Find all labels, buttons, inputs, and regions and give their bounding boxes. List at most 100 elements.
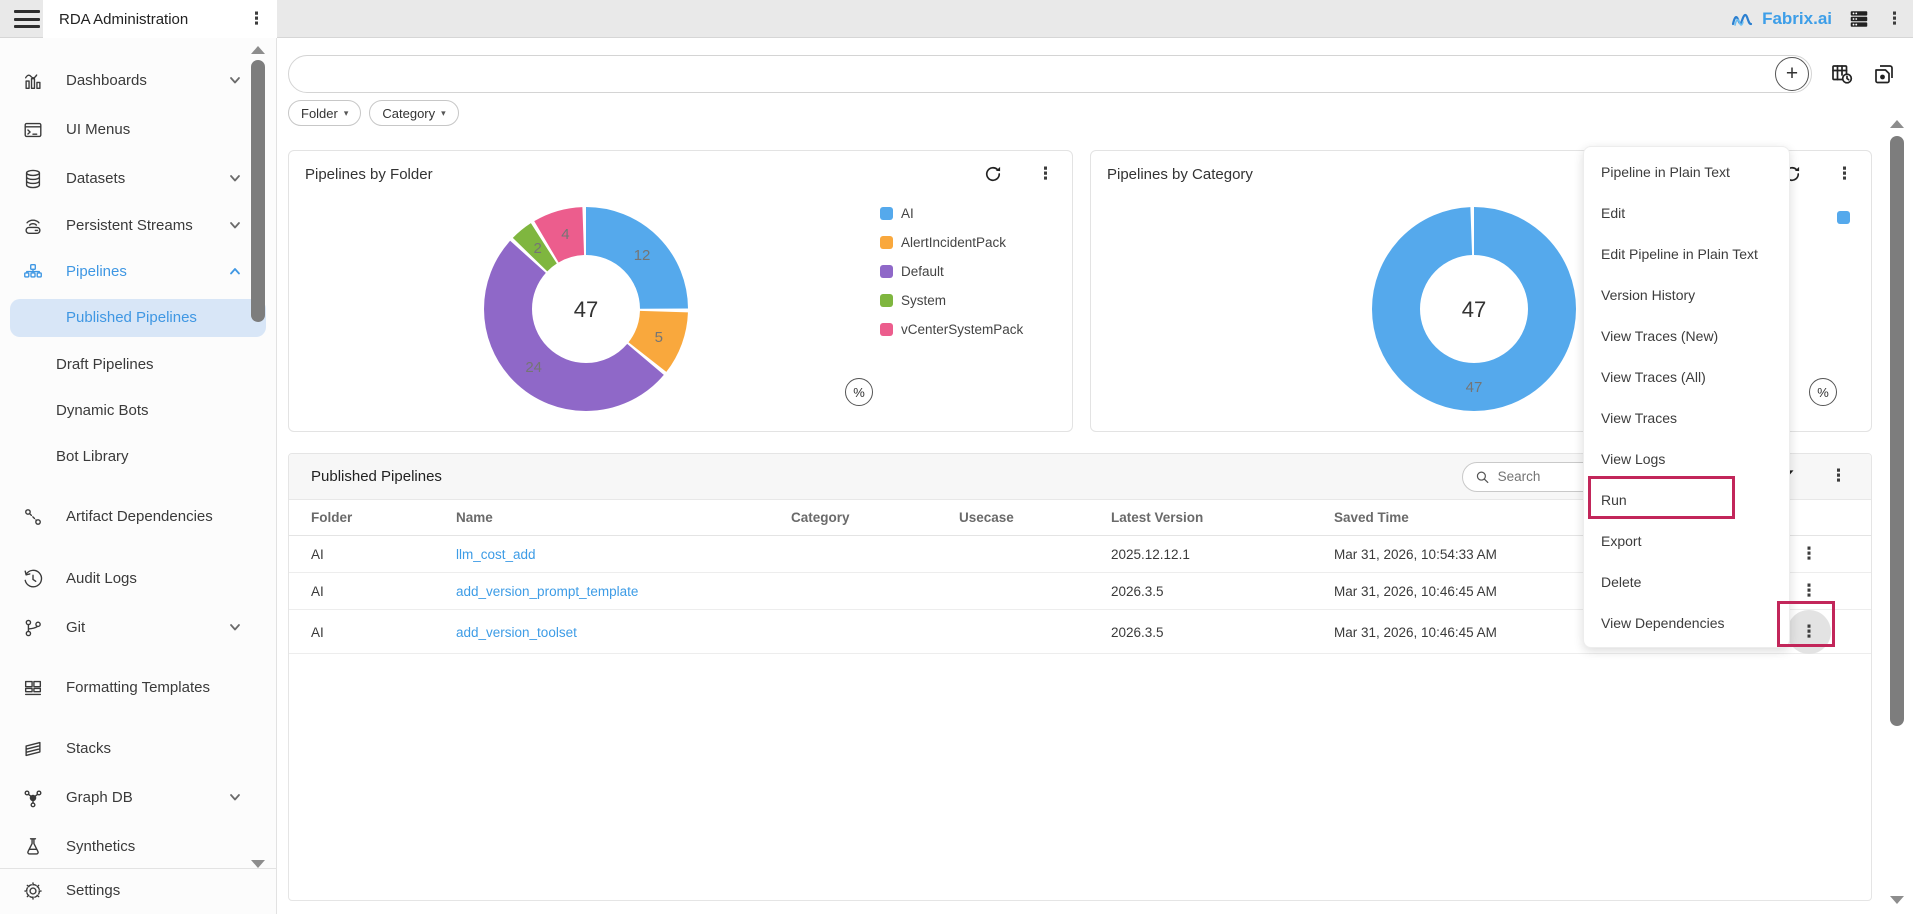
brand-mark-icon bbox=[1731, 13, 1753, 26]
sidebar-scrollbar-thumb[interactable] bbox=[251, 60, 265, 322]
brand-name: Fabrix.ai bbox=[1762, 9, 1832, 28]
donut-segment[interactable] bbox=[484, 207, 688, 411]
sidebar-item-settings[interactable]: Settings bbox=[0, 872, 277, 910]
menu-item-view-traces-new[interactable]: View Traces (New) bbox=[1601, 327, 1719, 344]
sidebar-scroll-up-arrow[interactable] bbox=[251, 46, 265, 54]
annotation-box-row-kebab bbox=[1777, 601, 1835, 647]
sidebar-item-graph-db[interactable]: Graph DB bbox=[0, 779, 277, 817]
menu-item-edit-pipeline-in-plain-text[interactable]: Edit Pipeline in Plain Text bbox=[1601, 245, 1758, 262]
sidebar-scroll-down-arrow[interactable] bbox=[251, 860, 265, 868]
artifact-dependencies-icon bbox=[22, 506, 44, 528]
legend-item[interactable]: Default bbox=[880, 257, 1023, 286]
sidebar-item-dynamic-bots[interactable]: Dynamic Bots bbox=[56, 401, 149, 419]
topbar-overflow-menu-icon[interactable]: ⋮ bbox=[1886, 8, 1903, 29]
brand-logo: Fabrix.ai bbox=[1730, 9, 1832, 29]
menu-item-edit[interactable]: Edit bbox=[1601, 204, 1626, 221]
legend-swatch bbox=[880, 265, 893, 278]
legend-swatch bbox=[880, 207, 893, 220]
pipelines-icon bbox=[22, 261, 44, 283]
menu-item-export[interactable]: Export bbox=[1601, 532, 1642, 549]
card-overflow-menu-icon[interactable]: ⋮ bbox=[1836, 163, 1853, 184]
filter-chips: Folder ▾ Category ▾ bbox=[288, 100, 459, 126]
card-overflow-menu-icon[interactable]: ⋮ bbox=[1037, 163, 1054, 184]
sidebar-item-artifact-dependencies[interactable]: Artifact Dependencies bbox=[0, 489, 277, 545]
menu-item-view-traces-all[interactable]: View Traces (All) bbox=[1601, 368, 1706, 385]
legend-item[interactable]: System bbox=[880, 286, 1023, 315]
percent-toggle-button[interactable]: % bbox=[845, 378, 873, 406]
schedule-table-icon[interactable] bbox=[1830, 62, 1854, 86]
ui-menus-icon bbox=[22, 119, 44, 141]
legend-item[interactable] bbox=[1837, 203, 1858, 232]
donut-center-total: 47 bbox=[574, 297, 598, 322]
sidebar-item-draft-pipelines[interactable]: Draft Pipelines bbox=[56, 355, 154, 373]
legend-item[interactable]: AlertIncidentPack bbox=[880, 228, 1023, 257]
sidebar-item-ui-menus[interactable]: UI Menus bbox=[0, 111, 277, 149]
menu-item-delete[interactable]: Delete bbox=[1601, 573, 1642, 590]
table-row: AI llm_cost_add 2025.12.12.1 Mar 31, 202… bbox=[289, 536, 1871, 573]
sidebar-item-synthetics[interactable]: Synthetics bbox=[0, 828, 277, 866]
sidebar-item-bot-library[interactable]: Bot Library bbox=[56, 447, 129, 465]
row-overflow-menu-icon[interactable]: ⋮ bbox=[1800, 621, 1818, 642]
gear-icon bbox=[22, 880, 44, 902]
menu-item-view-logs[interactable]: View Logs bbox=[1601, 450, 1666, 467]
menu-item-view-dependencies[interactable]: View Dependencies bbox=[1601, 614, 1725, 631]
global-search-input[interactable] bbox=[289, 66, 1775, 82]
legend-item[interactable]: AI bbox=[880, 199, 1023, 228]
menu-item-run[interactable]: Run bbox=[1601, 491, 1627, 508]
audit-logs-icon bbox=[22, 568, 44, 590]
sidebar-item-persistent-streams[interactable]: Persistent Streams bbox=[0, 207, 277, 245]
table-title: Published Pipelines bbox=[311, 468, 442, 485]
main-scroll-up-arrow[interactable] bbox=[1890, 120, 1904, 128]
chevron-down-icon bbox=[228, 620, 244, 636]
donut-segment-label: 47 bbox=[1466, 379, 1483, 396]
filter-chip-folder[interactable]: Folder ▾ bbox=[288, 100, 362, 126]
legend-item[interactable]: vCenterSystemPack bbox=[880, 315, 1023, 344]
sidebar-item-audit-logs[interactable]: Audit Logs bbox=[0, 560, 277, 598]
donut-segment-label: 4 bbox=[561, 226, 569, 243]
pipeline-link[interactable]: llm_cost_add bbox=[456, 546, 536, 562]
refresh-icon[interactable] bbox=[983, 164, 1003, 184]
pipeline-link[interactable]: add_version_prompt_template bbox=[456, 583, 639, 599]
menu-item-version-history[interactable]: Version History bbox=[1601, 286, 1696, 303]
dropdown-caret-icon: ▾ bbox=[343, 107, 349, 118]
legend-swatch bbox=[880, 323, 893, 336]
tab-overflow-menu-icon[interactable]: ⋮ bbox=[248, 8, 265, 29]
hamburger-menu-icon[interactable] bbox=[12, 8, 42, 30]
sidebar-item-datasets[interactable]: Datasets bbox=[0, 160, 277, 198]
sidebar-item-stacks[interactable]: Stacks bbox=[0, 730, 277, 768]
legend-swatch bbox=[880, 236, 893, 249]
legend-swatch bbox=[1837, 211, 1850, 224]
dropdown-caret-icon: ▾ bbox=[441, 107, 446, 118]
app-tab[interactable]: RDA Administration ⋮ bbox=[43, 0, 277, 38]
filter-chip-category[interactable]: Category ▾ bbox=[369, 100, 459, 126]
donut-segment[interactable] bbox=[484, 207, 688, 411]
pipeline-link[interactable]: add_version_toolset bbox=[456, 624, 577, 640]
row-overflow-menu-icon[interactable]: ⋮ bbox=[1800, 543, 1818, 564]
table-overflow-menu-icon[interactable]: ⋮ bbox=[1830, 466, 1847, 486]
sidebar-item-formatting-templates[interactable]: Formatting Templates bbox=[0, 660, 277, 716]
main-scroll-down-arrow[interactable] bbox=[1890, 896, 1904, 904]
pipelines-by-category-donut[interactable]: 47 47 bbox=[1364, 199, 1584, 419]
server-stack-icon[interactable] bbox=[1848, 8, 1870, 30]
dashboards-icon bbox=[22, 70, 44, 92]
main-scrollbar-thumb[interactable] bbox=[1890, 136, 1904, 726]
menu-item-pipeline-in-plain-text[interactable]: Pipeline in Plain Text bbox=[1601, 163, 1730, 180]
percent-toggle-button[interactable]: % bbox=[1809, 378, 1837, 406]
synthetics-flask-icon bbox=[22, 836, 44, 858]
card-title: Pipelines by Category bbox=[1107, 165, 1253, 183]
save-copy-icon[interactable] bbox=[1872, 62, 1896, 86]
row-overflow-menu-icon[interactable]: ⋮ bbox=[1800, 580, 1818, 601]
menu-item-view-traces[interactable]: View Traces bbox=[1601, 409, 1677, 426]
add-button[interactable]: + bbox=[1775, 57, 1809, 91]
table-row: AI add_version_prompt_template 2026.3.5 … bbox=[289, 573, 1871, 610]
sidebar-item-published-pipelines[interactable]: Published Pipelines bbox=[10, 299, 266, 337]
chart-legend: AI AlertIncidentPack Default System vCen… bbox=[880, 199, 1023, 344]
chevron-down-icon bbox=[228, 171, 244, 187]
donut-segment[interactable] bbox=[1372, 207, 1576, 411]
sidebar-item-dashboards[interactable]: Dashboards bbox=[0, 62, 277, 100]
sidebar-item-pipelines[interactable]: Pipelines bbox=[0, 253, 277, 291]
stacks-icon bbox=[22, 738, 44, 760]
donut-center-total: 47 bbox=[1462, 297, 1486, 322]
sidebar-item-git[interactable]: Git bbox=[0, 609, 277, 647]
